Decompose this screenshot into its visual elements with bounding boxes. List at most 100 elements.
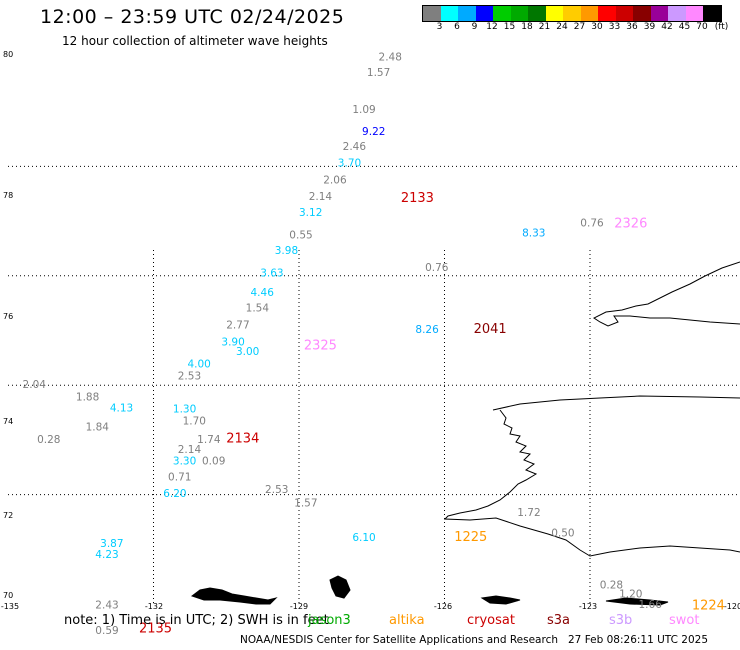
pass-time-label: 1224: [692, 598, 725, 613]
satellite-legend-item: jason3: [308, 613, 351, 628]
colorbar-label: 15: [503, 22, 516, 32]
wave-height-label: 6.20: [163, 488, 186, 500]
coastline: [190, 261, 740, 606]
wave-height-label: 0.76: [580, 218, 604, 230]
lon-tick-label: -135: [1, 602, 19, 611]
wave-height-label: 0.28: [600, 580, 623, 592]
colorbar-swatch: [668, 6, 686, 21]
credit-line: NOAA/NESDIS Center for Satellite Applica…: [240, 634, 558, 646]
wave-height-label: 1.74: [197, 434, 221, 446]
colorbar-swatch: [528, 6, 546, 21]
colorbar-swatch: [440, 6, 458, 21]
colorbar-swatch: [580, 6, 598, 21]
value-labels: 2.48 1.57 1.09 9.22 2.46 3.70 2.06 2.14 3.12 0.55…: [23, 51, 725, 637]
colorbar-label: 3: [436, 22, 443, 32]
wave-height-label: 1.84: [86, 422, 110, 434]
pass-time-label: 2326: [614, 217, 647, 232]
colorbar-swatch: [650, 6, 668, 21]
wave-height-label: 2.43: [95, 599, 118, 611]
pass-time-label: 2135: [139, 621, 172, 636]
lat-tick-label: 72: [3, 511, 13, 520]
wave-height-label: 1.09: [352, 104, 375, 116]
pass-time-label: 2133: [401, 191, 434, 206]
satellite-legend-item: s3b: [609, 613, 633, 628]
satellite-legend-item: cryosat: [467, 613, 515, 628]
colorbar: [422, 5, 722, 22]
colorbar-label: 36: [626, 22, 638, 32]
wave-height-label: 9.22: [362, 126, 385, 138]
colorbar-swatch: [598, 6, 616, 21]
colorbar-label: 45: [678, 22, 691, 32]
pass-time-label: 2041: [474, 322, 507, 337]
coastline-mainland: [443, 395, 740, 557]
wave-height-label: 1.30: [173, 404, 196, 416]
wave-height-label: 4.13: [110, 402, 133, 414]
wave-height-label: 3.98: [275, 245, 298, 257]
lon-tick-label: -129: [290, 602, 308, 611]
wave-height-label: 0.55: [289, 230, 312, 242]
wave-height-label: 3.00: [236, 346, 259, 358]
wave-height-label: 2.48: [379, 51, 402, 63]
wave-height-label: 1.72: [517, 507, 540, 519]
lat-tick-label: 70: [3, 591, 13, 600]
pass-time-label: 2325: [304, 339, 337, 354]
colorbar-label: 18: [521, 22, 533, 32]
wave-height-label: 0.50: [551, 528, 574, 540]
colorbar-label: 24: [556, 22, 568, 32]
colorbar-label: 6: [454, 22, 460, 32]
wave-height-label: 0.28: [37, 434, 60, 446]
colorbar-swatch: [633, 6, 651, 21]
lon-tick-label: -132: [145, 602, 163, 611]
colorbar-label: 33: [608, 22, 621, 32]
wave-height-label: 8.26: [415, 324, 439, 336]
colorbar-swatch: [458, 6, 476, 21]
colorbar-label: 39: [643, 22, 656, 32]
wave-height-label: 1.57: [367, 67, 390, 79]
wave-height-label: 2.06: [323, 174, 347, 186]
lon-tick-label: -126: [434, 602, 452, 611]
wave-height-label: 1.20: [619, 588, 642, 600]
wave-height-label: 4.00: [187, 359, 210, 371]
colorbar-swatch: [493, 6, 511, 21]
map-subtitle: 12 hour collection of altimeter wave hei…: [62, 34, 328, 48]
wave-height-label: 0.71: [168, 471, 191, 483]
wave-height-label: 2.04: [23, 379, 47, 391]
wave-height-label: 0.09: [202, 456, 225, 468]
wave-height-label: 1.54: [246, 302, 270, 314]
coastline-banks-island: [593, 261, 740, 327]
colorbar-label: 27: [573, 22, 586, 32]
map-title: 12:00 – 23:59 UTC 02/24/2025: [40, 6, 345, 28]
colorbar-labels: 3 6 9 12 15 18 21 24 27 30 33 36 39 42 45 70 (ft): [422, 22, 740, 34]
wave-height-label: 6.10: [352, 532, 375, 544]
wave-height-label: 4.23: [95, 549, 118, 561]
colorbar-label: 70: [696, 22, 708, 32]
colorbar-swatch: [545, 6, 563, 21]
colorbar-label: 42: [661, 22, 673, 32]
wave-height-label: 2.46: [343, 141, 367, 153]
lon-tick-label: -123: [579, 602, 597, 611]
lat-tick-label: 74: [3, 417, 13, 426]
colorbar-label: 9: [471, 22, 478, 32]
wave-height-label: 2.14: [178, 444, 202, 456]
wave-height-label: 2.53: [178, 371, 201, 383]
lat-tick-label: 80: [3, 50, 13, 59]
colorbar-swatch: [703, 6, 721, 21]
wave-height-label: 1.88: [76, 392, 99, 404]
lon-tick-label: -120: [724, 602, 740, 611]
wave-height-label: 3.12: [299, 207, 322, 219]
wave-height-label: 0.59: [95, 625, 118, 637]
colorbar-swatch: [423, 6, 441, 21]
wave-height-label: 1.66: [639, 599, 663, 611]
colorbar-label: 12: [486, 22, 498, 32]
wave-height-label: 3.30: [173, 456, 196, 468]
wave-height-label: 3.90: [221, 336, 244, 348]
coastline-islands-south: [190, 575, 669, 606]
wave-height-label: 1.57: [294, 498, 317, 510]
colorbar-swatch: [475, 6, 493, 21]
generated-timestamp: 27 Feb 08:26:11 UTC 2025: [568, 634, 708, 646]
satellite-legend-item: swot: [669, 613, 700, 628]
satellite-legend-item: altika: [389, 613, 425, 628]
wave-height-label: 2.77: [226, 319, 249, 331]
wave-height-label: 8.33: [522, 227, 545, 239]
